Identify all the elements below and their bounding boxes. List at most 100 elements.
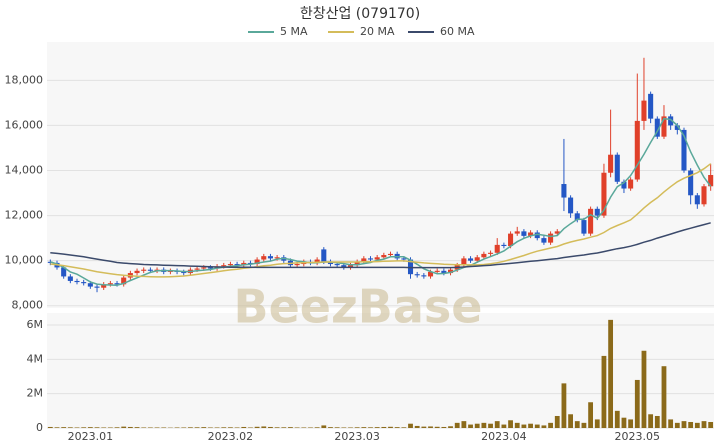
volume-bar	[261, 426, 267, 428]
candle-body	[381, 255, 387, 258]
volume-bar	[581, 422, 587, 428]
candle-body	[367, 258, 374, 260]
candle-body	[501, 244, 507, 247]
volume-bar	[301, 427, 307, 428]
volume-bar	[434, 426, 440, 428]
candle-body	[668, 116, 674, 126]
volume-bar	[181, 427, 187, 428]
candle-body	[121, 277, 127, 285]
candle-body	[654, 118, 660, 137]
candle-body	[541, 238, 547, 243]
candle-body	[561, 184, 567, 198]
volume-bar	[494, 421, 500, 428]
volume-bar	[534, 424, 540, 428]
y-tick-label: 16,000	[5, 118, 44, 131]
candle-body	[234, 264, 240, 266]
candle-body	[94, 286, 100, 288]
x-tick-label: 2023.01	[68, 430, 114, 443]
volume-bar	[621, 417, 627, 428]
volume-bar	[548, 422, 553, 428]
volume-bar	[67, 427, 73, 428]
volume-bar	[561, 383, 567, 428]
volume-bar	[154, 427, 160, 428]
legend-label: 5 MA	[280, 25, 308, 38]
volume-bar	[408, 423, 413, 428]
volume-bar	[228, 427, 233, 428]
volume-bar	[448, 426, 453, 428]
volume-bar	[268, 426, 273, 428]
candle-body	[67, 276, 73, 281]
candle-body	[628, 179, 634, 189]
candle-body	[227, 264, 233, 266]
candle-body	[548, 233, 554, 243]
candle-body	[481, 253, 487, 258]
candle-body	[694, 195, 700, 205]
volume-bar	[328, 427, 333, 428]
volume-bar	[641, 350, 647, 428]
volume-bar	[127, 426, 133, 428]
volume-bar	[321, 425, 327, 428]
candle-body	[494, 244, 500, 253]
candle-body	[554, 231, 560, 234]
volume-bar	[221, 427, 227, 428]
volume-bar	[608, 319, 614, 428]
candle-body	[708, 175, 714, 187]
volume-bar	[194, 427, 200, 428]
volume-bar	[107, 427, 113, 428]
volume-bar	[441, 426, 447, 428]
volume-bar	[121, 426, 127, 428]
candle-body	[534, 232, 540, 239]
candle-body	[334, 264, 340, 266]
candle-body	[634, 120, 640, 180]
y-tick-label: 18,000	[5, 73, 44, 86]
candle-body	[601, 172, 607, 216]
candle-body	[448, 269, 454, 274]
candle-body	[688, 170, 694, 196]
volume-bar	[274, 427, 280, 428]
candle-body	[61, 267, 67, 277]
volume-bar	[421, 426, 427, 428]
volume-bar	[94, 427, 100, 428]
volume-bar	[401, 427, 407, 428]
volume-bar	[74, 427, 80, 428]
volume-bar	[394, 427, 400, 428]
candle-body	[294, 264, 300, 266]
volume-bar	[54, 427, 60, 428]
volume-bar	[388, 426, 393, 428]
candle-body	[468, 258, 474, 261]
candle-body	[321, 249, 327, 262]
volume-bar	[381, 426, 387, 428]
y-tick-label: 2M	[27, 387, 44, 400]
candle-body	[474, 257, 480, 261]
candle-body	[134, 270, 140, 274]
candle-body	[261, 256, 267, 260]
volume-bar	[514, 422, 520, 428]
volume-bar	[488, 423, 493, 428]
volume-bar	[174, 427, 180, 428]
candle-body	[194, 268, 200, 270]
candle-body	[254, 259, 260, 265]
candle-body	[528, 232, 534, 236]
candle-body	[267, 256, 273, 259]
x-tick-label: 2023.03	[334, 430, 380, 443]
candle-body	[608, 154, 614, 173]
y-tick-label: 12,000	[5, 209, 44, 222]
candle-body	[674, 125, 680, 130]
candle-body	[641, 100, 647, 121]
candle-body	[274, 257, 280, 259]
volume-bar	[188, 427, 193, 428]
y-tick-label: 6M	[27, 318, 44, 331]
volume-bar	[688, 421, 694, 428]
candle-body	[247, 262, 253, 265]
candle-body	[421, 275, 427, 277]
volume-bar	[294, 427, 300, 428]
volume-bar	[701, 421, 707, 428]
candle-body	[74, 280, 80, 283]
volume-bar	[308, 427, 313, 428]
volume-bar	[354, 427, 360, 428]
volume-bar	[281, 427, 287, 428]
candle-body	[387, 253, 394, 256]
volume-bar	[614, 410, 620, 428]
candle-body	[314, 259, 320, 263]
